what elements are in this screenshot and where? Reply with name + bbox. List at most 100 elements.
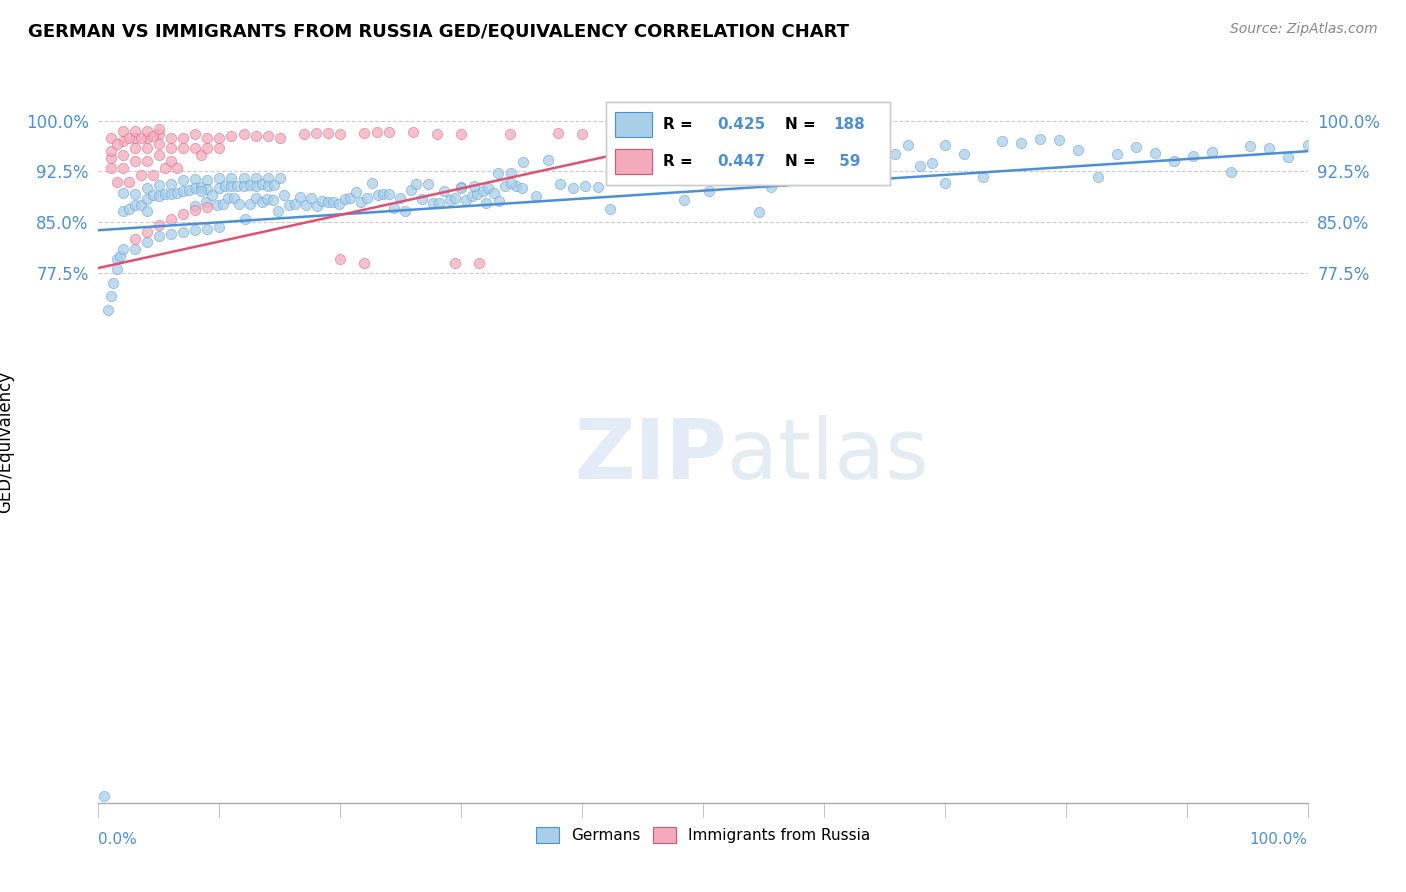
Point — [124, 232, 146, 246]
Point — [710, 171, 733, 186]
Point — [148, 178, 170, 192]
Point — [498, 128, 520, 142]
Point — [124, 154, 146, 169]
Point — [179, 183, 201, 197]
Point — [422, 195, 444, 210]
Point — [1125, 140, 1147, 154]
Point — [105, 137, 128, 152]
Point — [316, 194, 339, 209]
Point — [475, 195, 498, 210]
Point — [129, 168, 152, 182]
Point — [278, 198, 301, 212]
Point — [184, 172, 207, 186]
Point — [226, 178, 249, 193]
Point — [499, 176, 522, 190]
Point — [748, 204, 770, 219]
Point — [488, 194, 510, 208]
Point — [872, 155, 894, 169]
Point — [233, 211, 256, 226]
Point — [142, 188, 165, 202]
Point — [723, 146, 745, 161]
Point — [195, 195, 218, 210]
Point — [184, 181, 207, 195]
Point — [232, 128, 254, 142]
Point — [735, 166, 758, 180]
Point — [166, 161, 188, 175]
Point — [353, 255, 375, 269]
Point — [148, 128, 170, 142]
Point — [494, 178, 516, 193]
Point — [153, 161, 176, 175]
Point — [256, 170, 278, 185]
Point — [1105, 146, 1128, 161]
Point — [105, 175, 128, 189]
Point — [135, 192, 157, 206]
Point — [124, 198, 146, 212]
Point — [512, 154, 534, 169]
Point — [269, 130, 291, 145]
Point — [350, 194, 373, 209]
Point — [377, 125, 399, 139]
Point — [245, 191, 267, 205]
Point — [267, 204, 290, 219]
Point — [934, 176, 956, 190]
Point — [356, 190, 378, 204]
Point — [172, 173, 194, 187]
Point — [148, 228, 170, 243]
Point — [366, 125, 388, 139]
Point — [256, 128, 278, 143]
Point — [111, 124, 134, 138]
Point — [752, 125, 775, 139]
Point — [263, 178, 285, 192]
Point — [1010, 136, 1032, 151]
Point — [172, 207, 194, 221]
Point — [118, 202, 141, 216]
Point — [450, 179, 472, 194]
Point — [250, 194, 273, 209]
Point — [972, 170, 994, 185]
Text: ZIP: ZIP — [575, 416, 727, 497]
Point — [160, 211, 183, 226]
Point — [574, 178, 596, 193]
Point — [118, 175, 141, 189]
Point — [148, 147, 170, 161]
Point — [505, 179, 527, 194]
Point — [108, 249, 131, 263]
Point — [111, 134, 134, 148]
Point — [100, 130, 122, 145]
Point — [299, 191, 322, 205]
Point — [184, 128, 207, 142]
Point — [329, 128, 352, 142]
Point — [101, 276, 124, 290]
Point — [190, 180, 212, 194]
Point — [111, 186, 134, 200]
Point — [208, 171, 231, 186]
Point — [486, 165, 509, 179]
Point — [207, 198, 229, 212]
Point — [111, 161, 134, 175]
Point — [111, 147, 134, 161]
Point — [1143, 145, 1166, 160]
Point — [361, 176, 384, 190]
Point — [405, 178, 427, 192]
Point — [785, 168, 807, 182]
Point — [859, 168, 882, 182]
Point — [1182, 149, 1205, 163]
Point — [661, 159, 683, 173]
Point — [232, 179, 254, 194]
Point — [561, 181, 583, 195]
Point — [692, 125, 714, 139]
Point — [160, 227, 183, 242]
Point — [716, 125, 738, 139]
Point — [333, 192, 356, 206]
Point — [586, 180, 609, 194]
Point — [217, 191, 239, 205]
Point — [93, 789, 115, 803]
Point — [160, 178, 183, 192]
Point — [172, 130, 194, 145]
Point — [623, 159, 645, 173]
Point — [599, 202, 621, 216]
Point — [305, 126, 328, 140]
Point — [195, 173, 218, 187]
Point — [214, 179, 236, 194]
